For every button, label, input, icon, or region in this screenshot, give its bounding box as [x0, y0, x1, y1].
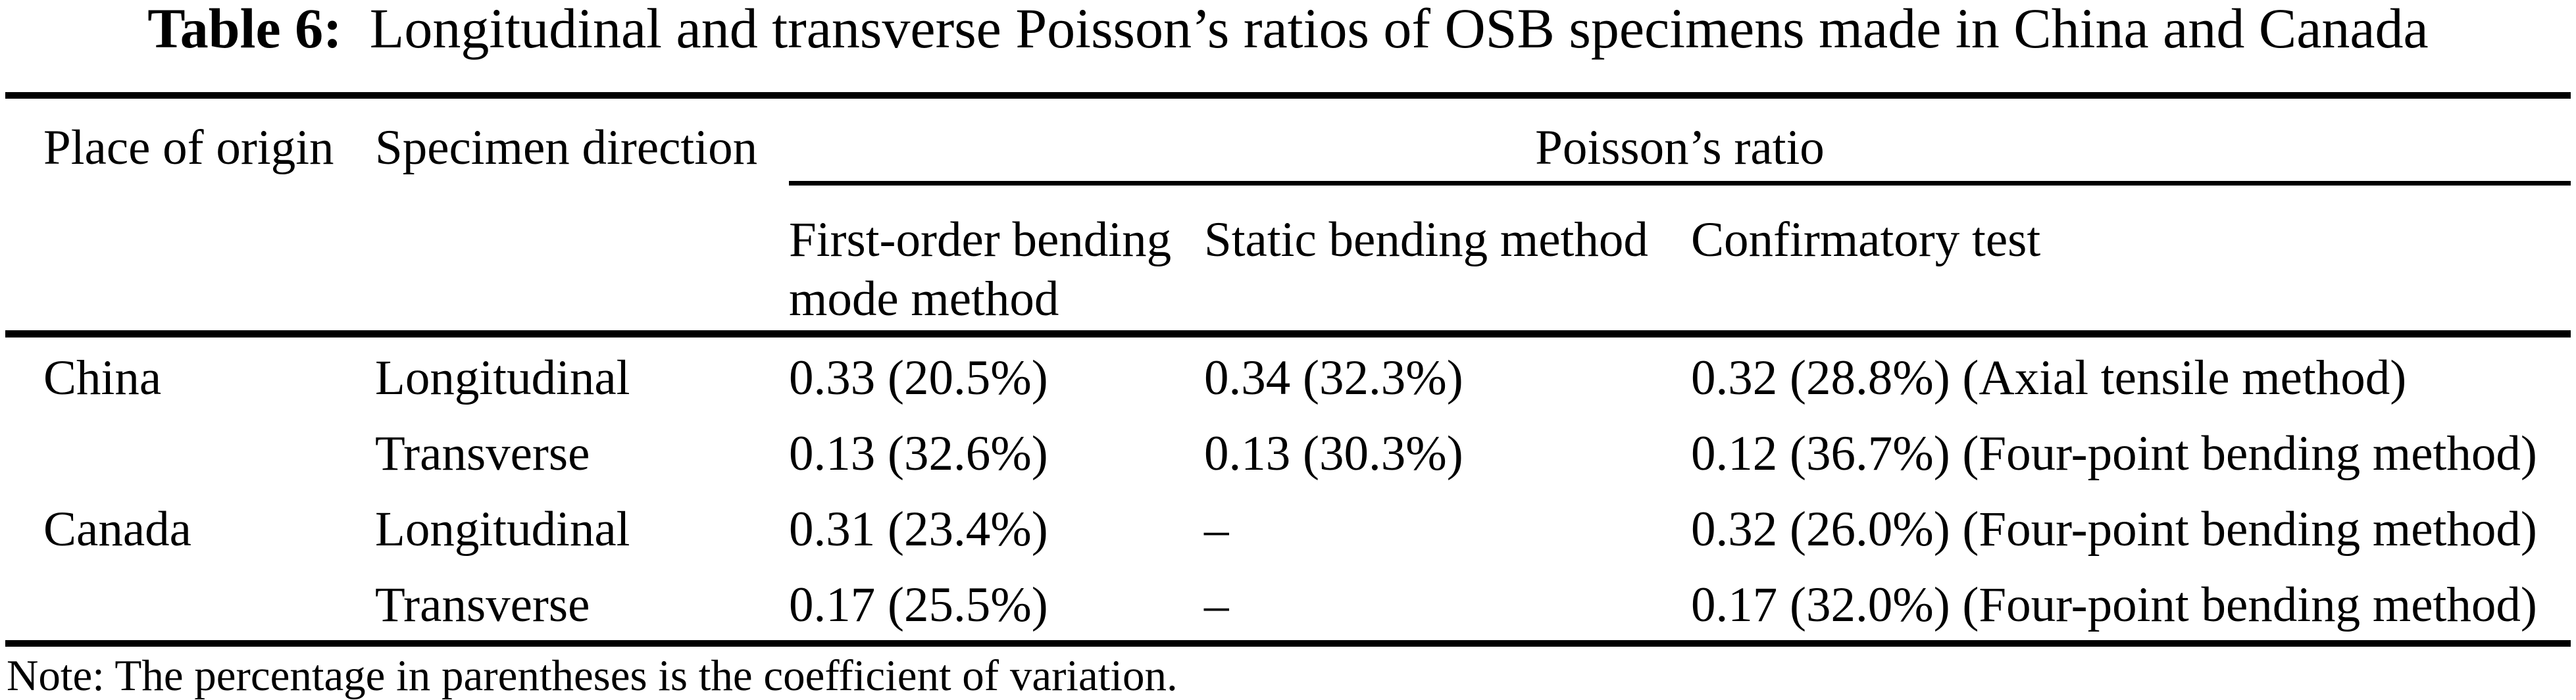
cell-origin: China [43, 351, 162, 405]
table-caption-number: Table 6: [147, 0, 342, 60]
cell-first-order: 0.31 (23.4%) [789, 502, 1048, 557]
cell-origin [5, 413, 375, 489]
poissons-ratio-table: Place of origin Specimen direction Poiss… [5, 92, 2571, 647]
table-header-rule [5, 330, 2571, 338]
column-header-confirmatory-test: Confirmatory test [1691, 213, 2041, 267]
table-caption-text: Longitudinal and transverse Poisson’s ra… [369, 0, 2429, 60]
cell-origin [5, 564, 375, 640]
cell-static-bending: 0.34 (32.3%) [1204, 351, 1463, 405]
cell-direction: Longitudinal [375, 351, 630, 405]
cell-first-order: 0.17 (25.5%) [789, 578, 1048, 632]
table-caption: Table 6: Longitudinal and transverse Pois… [0, 0, 2576, 57]
cell-confirmatory: 0.12 (36.7%) (Four-point bending method) [1691, 426, 2537, 481]
column-group-header-poissons-ratio: Poisson’s ratio [1535, 120, 1825, 175]
column-header-place-of-origin: Place of origin [43, 120, 334, 175]
column-header-static-bending-method: Static bending method [1204, 213, 1648, 267]
cell-direction: Transverse [375, 426, 590, 481]
cell-confirmatory: 0.32 (28.8%) (Axial tensile method) [1691, 351, 2407, 405]
cell-confirmatory: 0.17 (32.0%) (Four-point bending method) [1691, 578, 2537, 632]
table-footnote: Note: The percentage in parentheses is t… [7, 651, 1178, 700]
cell-origin: Canada [43, 502, 191, 557]
column-header-specimen-direction: Specimen direction [375, 120, 758, 175]
cell-direction: Longitudinal [375, 502, 630, 557]
cell-first-order: 0.33 (20.5%) [789, 351, 1048, 405]
cell-static-bending: 0.13 (30.3%) [1204, 426, 1463, 481]
column-header-first-order-method: First-order bending mode method [789, 213, 1172, 326]
poissons-ratio-group-rule [789, 181, 2571, 186]
cell-confirmatory: 0.32 (26.0%) (Four-point bending method) [1691, 502, 2537, 557]
cell-static-bending: – [1204, 578, 1229, 632]
cell-direction: Transverse [375, 578, 590, 632]
cell-first-order: 0.13 (32.6%) [789, 426, 1048, 481]
cell-static-bending: – [1204, 502, 1229, 557]
